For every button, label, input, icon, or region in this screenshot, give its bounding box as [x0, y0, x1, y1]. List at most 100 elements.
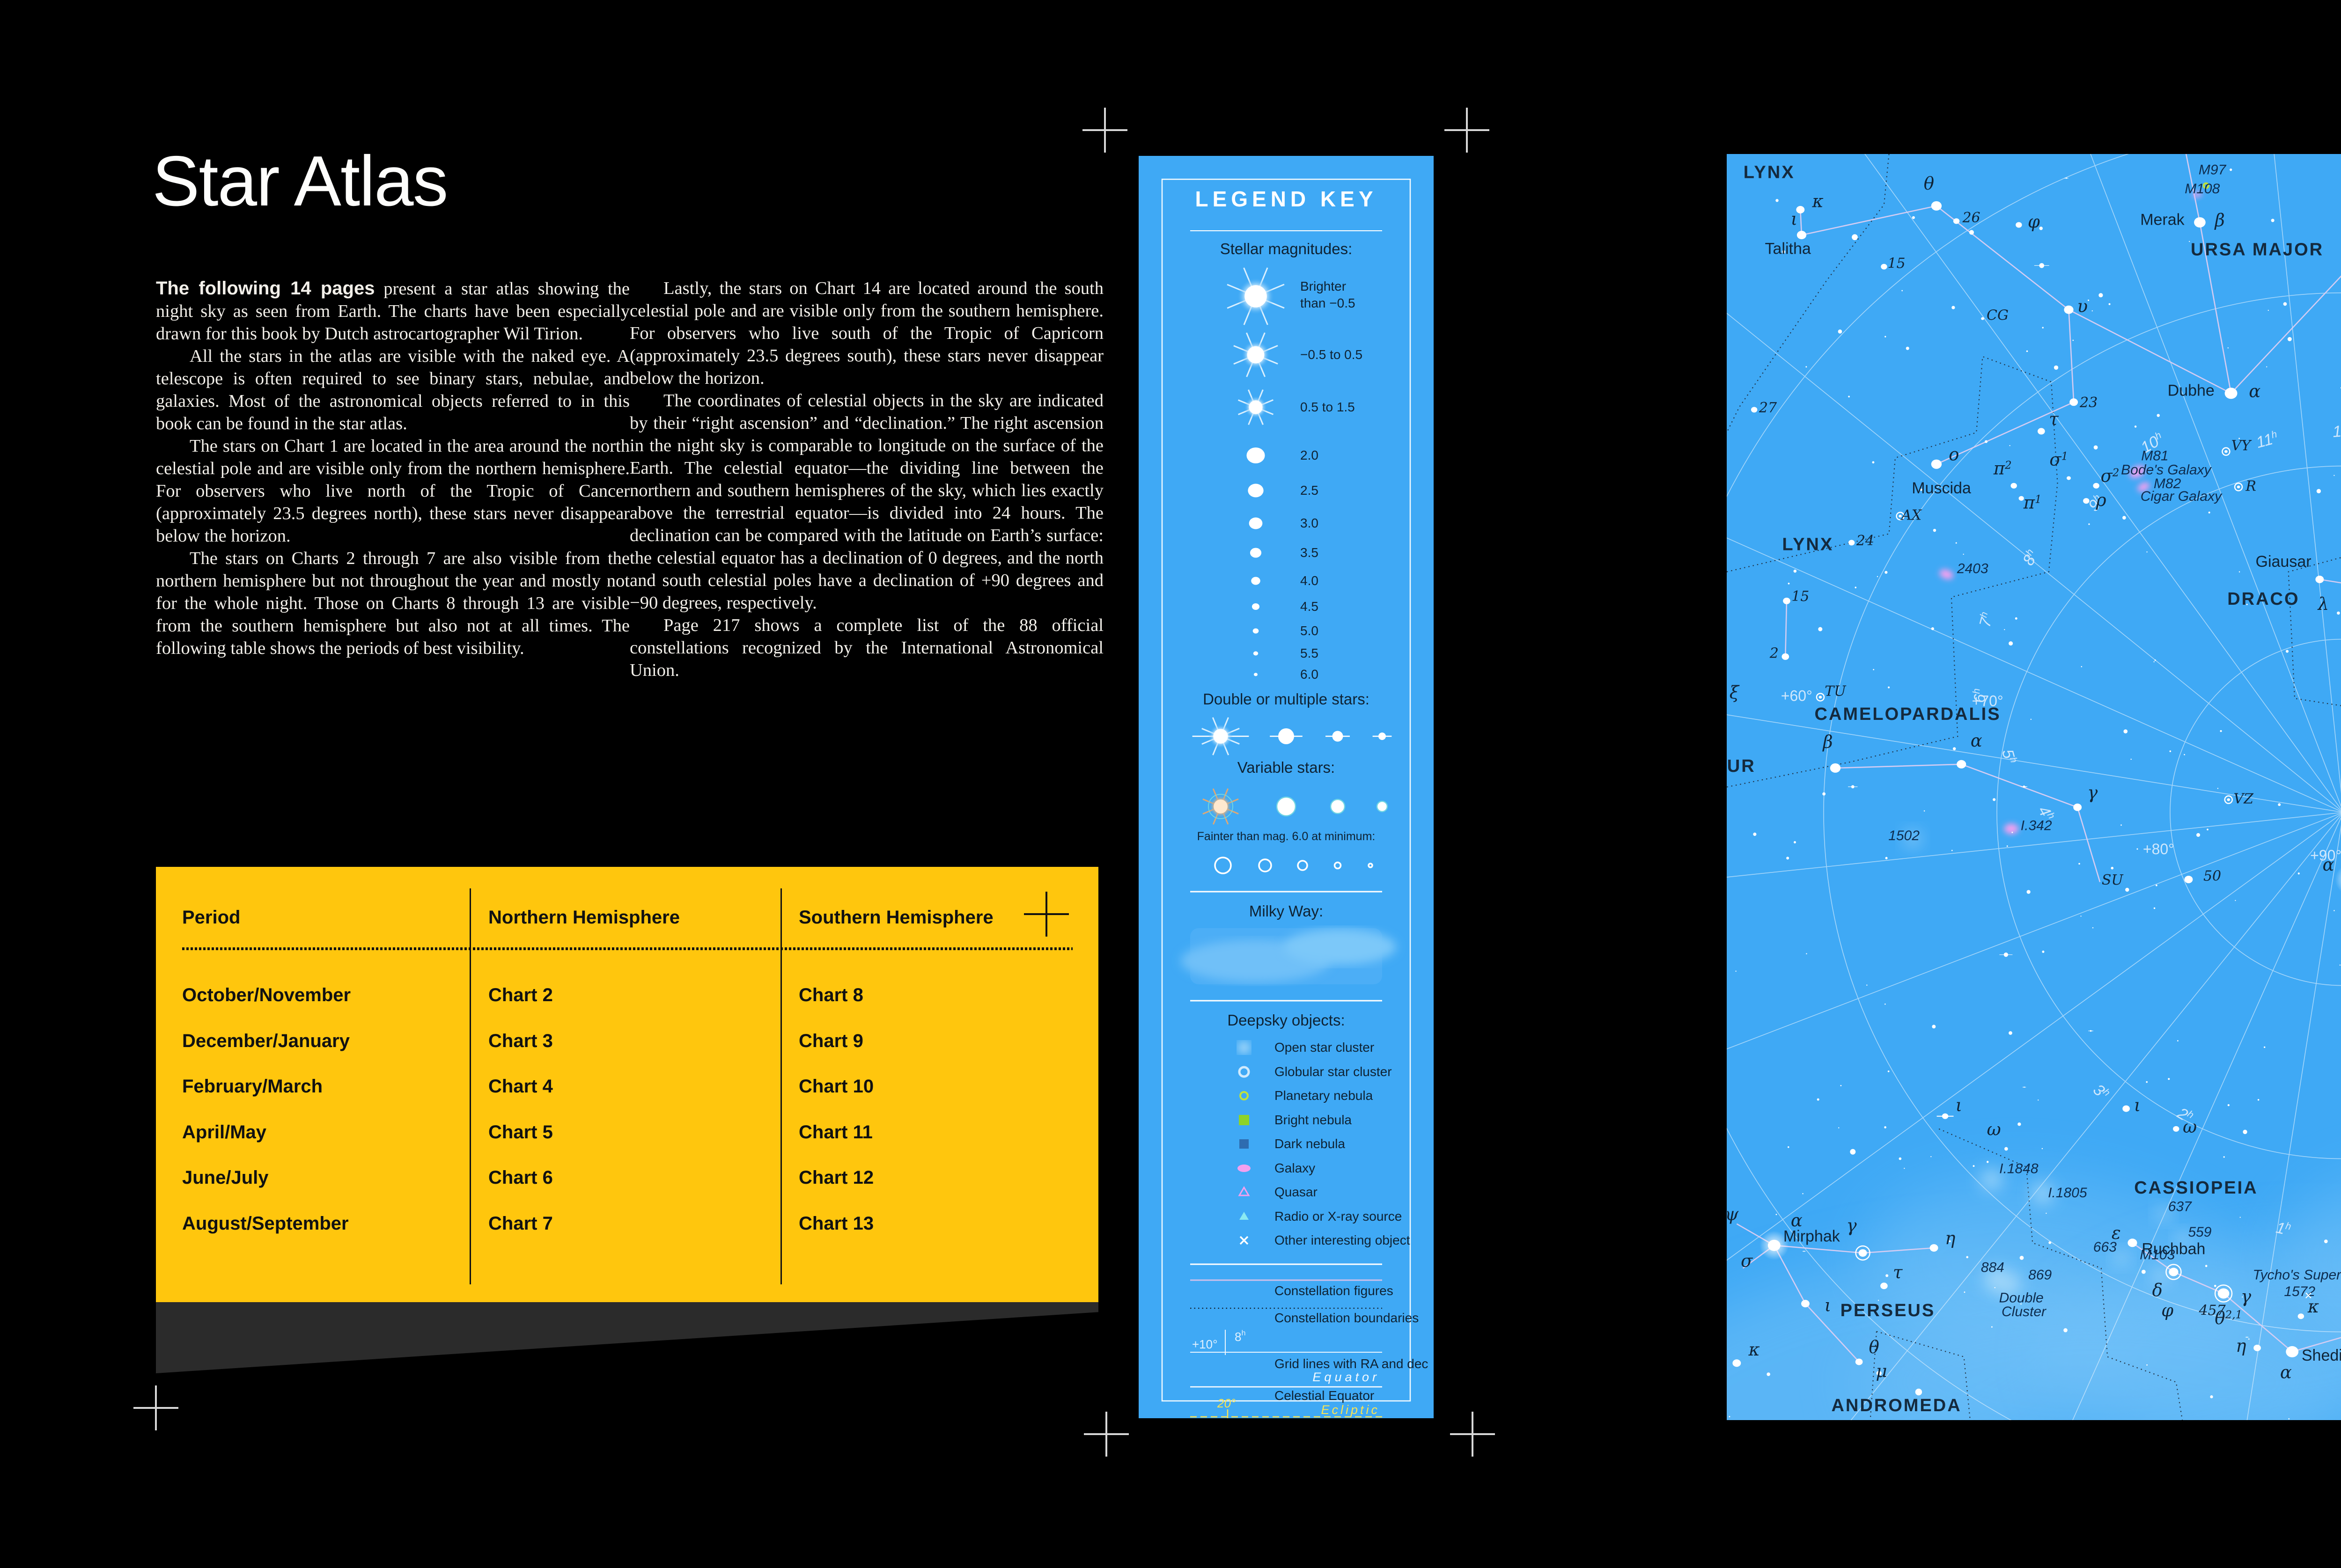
table-shadow-wedge	[156, 1302, 1098, 1373]
svg-text:AUR: AUR	[1727, 756, 1756, 776]
svg-text:5.5: 5.5	[1300, 646, 1318, 660]
svg-text:I.1805: I.1805	[2048, 1185, 2087, 1201]
svg-text:σ: σ	[1741, 1251, 1753, 1271]
svg-text:Cigar Galaxy: Cigar Galaxy	[2141, 489, 2223, 504]
svg-text:+70°: +70°	[1972, 692, 2003, 709]
svg-text:Double or multiple stars:: Double or multiple stars:	[1203, 690, 1369, 708]
intro-column-2: Lastly, the stars on Chart 14 are locate…	[630, 278, 1104, 680]
svg-text:VY: VY	[2231, 438, 2253, 454]
svg-text:1502: 1502	[1888, 828, 1920, 843]
svg-text:+10°: +10°	[1192, 1337, 1218, 1351]
svg-text:ο: ο	[1949, 445, 1959, 465]
svg-text:α: α	[2323, 855, 2334, 875]
svg-text:M81: M81	[2141, 448, 2168, 464]
svg-text:2.0: 2.0	[1300, 448, 1318, 462]
svg-text:β: β	[2214, 210, 2224, 230]
svg-text:R: R	[2245, 478, 2256, 495]
svg-text:Bright nebula: Bright nebula	[1274, 1113, 1352, 1127]
svg-text:TU: TU	[1825, 683, 1847, 700]
svg-text:27: 27	[1759, 400, 1777, 416]
svg-text:26: 26	[1962, 210, 1980, 226]
chart-cell: Chart 11	[799, 1121, 873, 1143]
svg-text:ρ: ρ	[2096, 490, 2106, 510]
chart-cell: Chart 3	[488, 1030, 553, 1051]
svg-text:τ: τ	[2049, 409, 2059, 429]
svg-text:+90°: +90°	[2310, 847, 2341, 864]
svg-text:I.342: I.342	[2021, 818, 2052, 833]
crosshair-mark	[133, 1385, 178, 1430]
svg-text:Double: Double	[1999, 1290, 2044, 1305]
svg-text:15: 15	[1791, 588, 1809, 605]
svg-text:×: ×	[2304, 1288, 2312, 1303]
svg-text:φ: φ	[2161, 1300, 2173, 1320]
svg-text:α: α	[2249, 381, 2260, 401]
chart-cell: Chart 2	[488, 985, 553, 1005]
svg-text:π1: π1	[2023, 492, 2042, 513]
svg-text:24: 24	[1856, 533, 1874, 549]
svg-text:23: 23	[2079, 395, 2098, 411]
svg-text:ι: ι	[1956, 1095, 1963, 1115]
svg-text:Ecliptic: Ecliptic	[1321, 1403, 1380, 1417]
crosshair-mark	[1450, 1412, 1495, 1457]
lead-in-text: The following 14 pages	[156, 278, 375, 299]
svg-text:than −0.5: than −0.5	[1300, 296, 1355, 310]
svg-text:3.5: 3.5	[1300, 545, 1318, 560]
svg-text:δ: δ	[2152, 1280, 2163, 1300]
svg-text:2403: 2403	[1957, 561, 1988, 576]
svg-text:ψ: ψ	[1727, 1204, 1739, 1224]
svg-text:κ: κ	[2307, 1297, 2319, 1317]
svg-text:γ: γ	[2087, 783, 2098, 803]
svg-text:Stellar magnitudes:: Stellar magnitudes:	[1220, 240, 1352, 257]
svg-text:869: 869	[2028, 1268, 2052, 1283]
svg-text:ε: ε	[2112, 1223, 2121, 1243]
svg-text:5.0: 5.0	[1300, 623, 1318, 638]
svg-text:Equator: Equator	[1312, 1370, 1380, 1384]
chart-cell: Chart 7	[488, 1213, 553, 1234]
svg-text:VZ: VZ	[2233, 791, 2254, 807]
intro-column-1: The following 14 pages present a star at…	[156, 278, 630, 658]
chart-cell: Chart 5	[488, 1121, 553, 1143]
svg-text:ι: ι	[1791, 209, 1798, 229]
svg-text:Merak: Merak	[2140, 211, 2185, 228]
period-cell: December/January	[182, 1030, 350, 1051]
svg-text:6.0: 6.0	[1300, 667, 1318, 681]
svg-text:Dubhe: Dubhe	[2168, 382, 2215, 400]
svg-text:Globular star cluster: Globular star cluster	[1274, 1064, 1392, 1079]
svg-text:LEGEND KEY: LEGEND KEY	[1195, 187, 1377, 211]
svg-text:Radio or X-ray source: Radio or X-ray source	[1274, 1209, 1402, 1224]
period-cell: August/September	[182, 1213, 349, 1234]
period-cell: February/March	[182, 1076, 323, 1097]
svg-text:Bode's Galaxy: Bode's Galaxy	[2121, 462, 2212, 477]
svg-text:LYNX: LYNX	[1744, 162, 1795, 182]
svg-text:884: 884	[1981, 1260, 2004, 1275]
svg-text:0.5 to 1.5: 0.5 to 1.5	[1300, 400, 1355, 414]
svg-text:SU: SU	[2102, 872, 2124, 888]
svg-text:CAMELOPARDALIS: CAMELOPARDALIS	[1815, 704, 2001, 724]
star-chart-1: 0h1h2h3h4h5h6h7h8h9h10h11h12h13h14h15h18…	[1727, 154, 2341, 1420]
svg-text:λ: λ	[2317, 594, 2329, 614]
svg-text:4.0: 4.0	[1300, 573, 1318, 588]
svg-text:Cluster: Cluster	[2002, 1304, 2047, 1319]
svg-text:Constellation boundaries: Constellation boundaries	[1274, 1311, 1419, 1325]
svg-text:20°: 20°	[1217, 1396, 1236, 1410]
svg-text:Galaxy: Galaxy	[1274, 1161, 1315, 1175]
svg-text:559: 559	[2188, 1224, 2211, 1240]
svg-text:CG: CG	[1987, 307, 2009, 323]
chart-cell: Chart 6	[488, 1167, 553, 1188]
svg-text:Celestial Equator: Celestial Equator	[1274, 1388, 1374, 1403]
svg-text:15: 15	[1887, 255, 1905, 271]
svg-text:M97: M97	[2199, 162, 2227, 177]
svg-text:Milky Way:: Milky Way:	[1249, 902, 1323, 920]
svg-text:CASSIOPEIA: CASSIOPEIA	[2134, 1178, 2258, 1198]
svg-text:2: 2	[1769, 645, 1779, 662]
period-cell: June/July	[182, 1167, 269, 1188]
col-header-northern: Northern Hemisphere	[488, 907, 680, 928]
svg-text:Deepsky objects:: Deepsky objects:	[1227, 1011, 1345, 1029]
svg-text:637: 637	[2168, 1199, 2192, 1215]
svg-text:ι: ι	[1825, 1295, 1832, 1315]
table-header-rule	[182, 947, 1073, 950]
svg-text:1572: 1572	[2284, 1284, 2315, 1299]
chart-cell: Chart 4	[488, 1076, 553, 1097]
svg-text:Muscida: Muscida	[1912, 479, 1971, 497]
svg-text:Tycho's Supernova: Tycho's Supernova	[2253, 1268, 2341, 1283]
